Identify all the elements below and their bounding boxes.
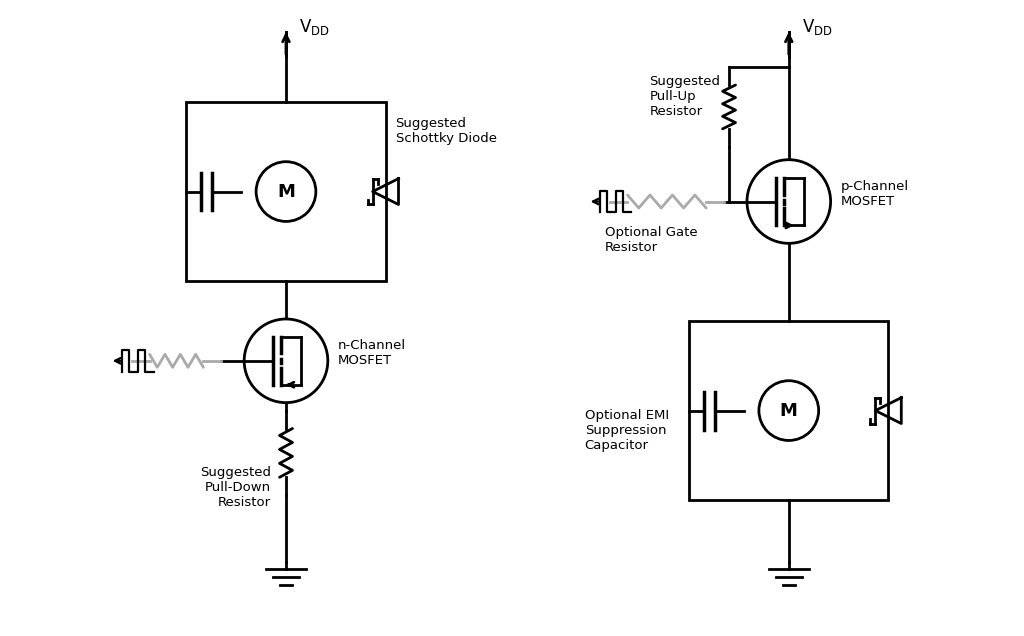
Text: V$_{\rm DD}$: V$_{\rm DD}$ xyxy=(802,17,833,38)
Text: Suggested
Pull-Up
Resistor: Suggested Pull-Up Resistor xyxy=(649,76,721,118)
Circle shape xyxy=(244,319,328,403)
Text: Optional EMI
Suppression
Capacitor: Optional EMI Suppression Capacitor xyxy=(585,409,669,452)
Text: V$_{\rm DD}$: V$_{\rm DD}$ xyxy=(299,17,330,38)
Circle shape xyxy=(746,160,830,244)
Bar xyxy=(689,321,889,500)
Text: M: M xyxy=(780,401,798,420)
Text: Suggested
Schottky Diode: Suggested Schottky Diode xyxy=(395,117,497,145)
Text: p-Channel
MOSFET: p-Channel MOSFET xyxy=(841,179,908,207)
Bar xyxy=(186,102,386,281)
Circle shape xyxy=(759,381,818,441)
Text: M: M xyxy=(278,183,295,200)
Circle shape xyxy=(256,162,315,221)
Text: Optional Gate
Resistor: Optional Gate Resistor xyxy=(604,226,697,254)
Text: Suggested
Pull-Down
Resistor: Suggested Pull-Down Resistor xyxy=(200,466,271,509)
Text: n-Channel
MOSFET: n-Channel MOSFET xyxy=(338,339,406,367)
